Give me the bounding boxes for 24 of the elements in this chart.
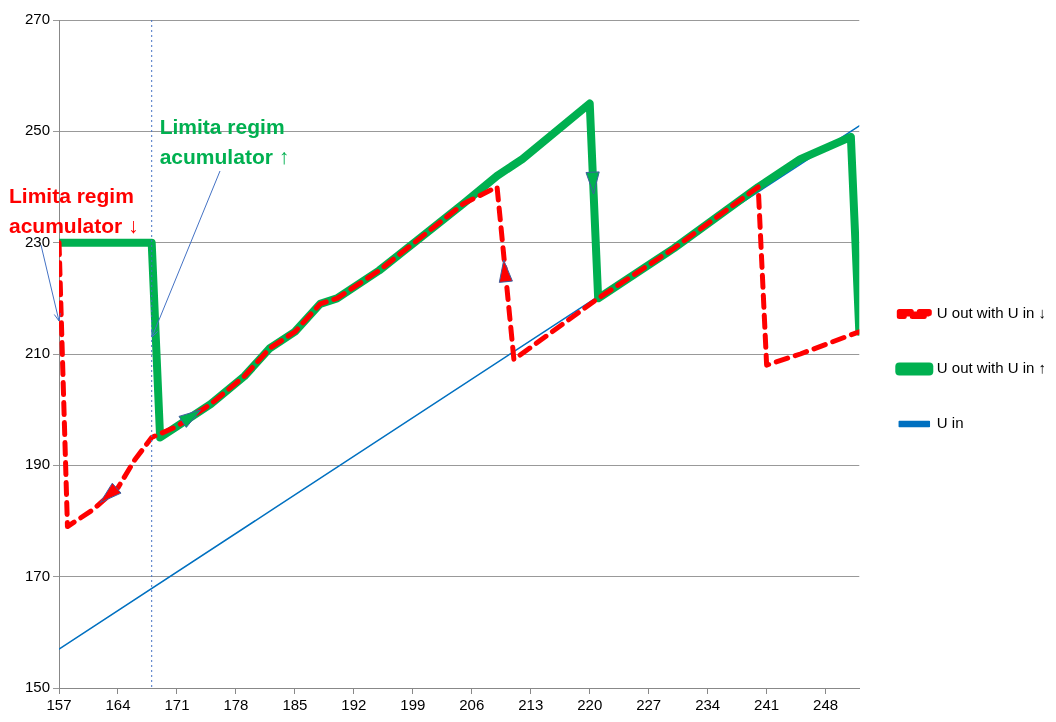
y-tick-label: 210 (25, 344, 51, 362)
x-tick-label: 248 (813, 696, 839, 714)
x-tick-label: 157 (46, 696, 72, 714)
y-tick-label: 170 (25, 566, 51, 584)
legend-label: U out with U in ↓ (936, 304, 1047, 322)
legend-label: U in (936, 414, 964, 432)
x-tick-label: 192 (341, 696, 367, 714)
legend-label: U out with U in ↑ (936, 359, 1047, 377)
x-tick-label: 178 (223, 696, 249, 714)
x-tick-label: 213 (518, 696, 544, 714)
x-tick-label: 185 (282, 696, 308, 714)
x-tick-label: 220 (577, 696, 603, 714)
y-tick-label: 270 (25, 10, 51, 28)
x-tick-label: 227 (636, 696, 662, 714)
x-tick-label: 206 (459, 696, 485, 714)
y-tick-label: 150 (25, 678, 51, 696)
x-tick-label: 241 (754, 696, 780, 714)
y-tick-label: 250 (25, 121, 51, 139)
x-tick-label: 171 (164, 696, 190, 714)
x-tick-label: 234 (695, 696, 721, 714)
annotation: Limita regim acumulator ↑ (159, 114, 291, 171)
x-tick-label: 199 (400, 696, 426, 714)
x-tick-label: 164 (105, 696, 131, 714)
y-tick-label: 190 (25, 455, 51, 473)
